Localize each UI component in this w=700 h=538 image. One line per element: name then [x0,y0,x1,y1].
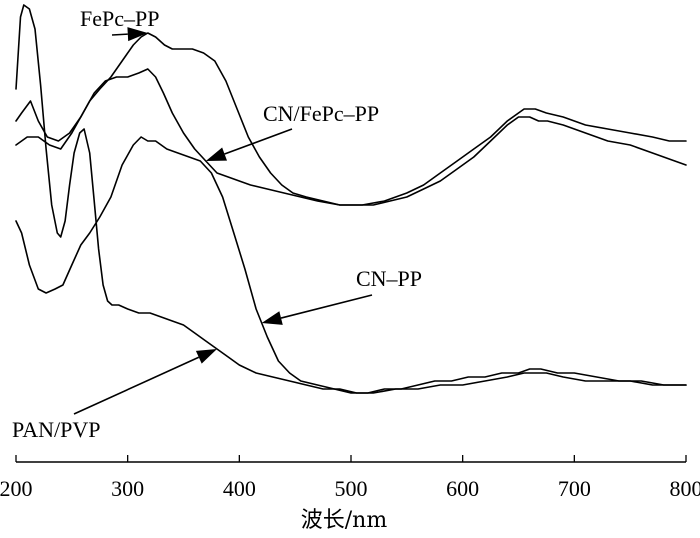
x-tick-label: 800 [670,476,700,501]
annotation-label-cn-pp: CN–PP [356,266,422,291]
x-ticks: 200 300 400 500 600 700 800 [0,455,700,501]
x-tick-label: 400 [223,476,256,501]
x-tick-label: 600 [446,476,479,501]
annotation-arrow-head [127,27,148,42]
annotation-label-fepc-pp: FePc–PP [80,6,159,31]
series-lines [15,4,687,394]
annotation-label-pan-pvp: PAN/PVP [12,417,100,442]
series-annotations: FePc–PP CN/FePc–PP CN–PP PAN/PVP [12,6,422,442]
annotation-arrow-head [261,311,283,325]
annotation-arrow-line [280,294,373,319]
series-line-cn-pp [15,136,687,394]
series-line-fepc-pp [15,32,687,206]
series-line-cn-fepc-pp [15,68,687,206]
annotation-arrow-line [111,33,128,36]
x-tick-label: 200 [0,476,33,501]
annotation-arrow-line [73,356,200,415]
x-tick-label: 500 [335,476,368,501]
x-axis-label: 波长/nm [301,508,388,533]
annotation-label-cn-fepc-pp: CN/FePc–PP [263,101,379,126]
x-axis: 200 300 400 500 600 700 800 波长/nm [0,455,700,533]
annotation-arrow-head [205,147,228,161]
series-line-pan-pvp [15,4,687,394]
x-tick-label: 300 [111,476,144,501]
annotation-arrow-head [195,349,217,364]
annotation-arrow-line [224,128,293,155]
x-tick-label: 700 [558,476,591,501]
